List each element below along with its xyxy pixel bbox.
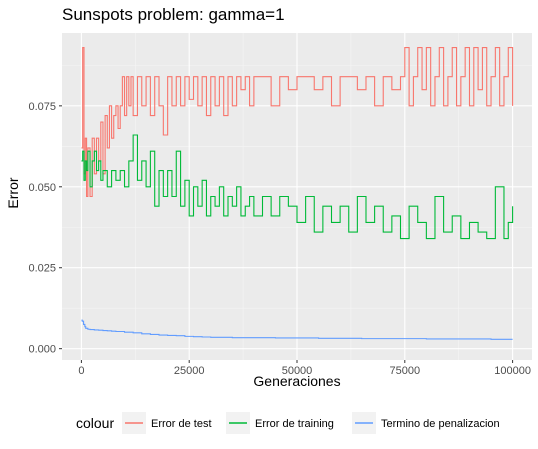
series-line-0 [81, 47, 514, 198]
legend-label: Error de training [255, 418, 334, 430]
y-axis: 0.000 0.025 0.050 0.075 [28, 101, 62, 356]
series-lines [81, 47, 514, 340]
legend-label: Error de test [151, 418, 212, 430]
x-tick-label: 25000 [174, 365, 205, 377]
legend-label: Termino de penalizacion [381, 418, 500, 430]
x-tick-label: 75000 [390, 365, 421, 377]
series-line-2 [81, 319, 513, 340]
chart-title: Sunspots problem: gamma=1 [62, 5, 285, 24]
x-tick-label: 100000 [494, 365, 531, 377]
legend: colour Error de test Error de training Ter… [76, 412, 500, 434]
y-tick-label: 0.025 [28, 263, 56, 275]
y-tick-label: 0.075 [28, 101, 56, 113]
x-axis-title: Generaciones [253, 373, 340, 389]
series-line-1 [81, 134, 514, 240]
y-tick-label: 0.000 [28, 344, 56, 356]
x-tick-label: 0 [78, 365, 84, 377]
x-axis: 0 25000 50000 75000 100000 [78, 360, 531, 377]
y-tick-label: 0.050 [28, 182, 56, 194]
legend-title: colour [76, 415, 114, 431]
x-tick-label: 50000 [282, 365, 313, 377]
y-axis-title: Error [5, 177, 21, 208]
